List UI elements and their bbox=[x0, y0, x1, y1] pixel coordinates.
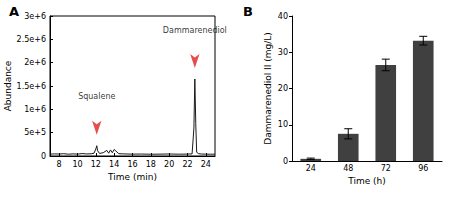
svg-text:14: 14 bbox=[109, 160, 119, 169]
svg-text:Time (min): Time (min) bbox=[107, 172, 157, 182]
svg-text:Time (h): Time (h) bbox=[347, 176, 386, 186]
svg-text:10: 10 bbox=[278, 120, 288, 129]
svg-text:2.5e+6: 2.5e+6 bbox=[17, 35, 46, 44]
svg-text:3e+6: 3e+6 bbox=[24, 12, 46, 21]
svg-text:Squalene: Squalene bbox=[78, 92, 115, 101]
svg-text:72: 72 bbox=[381, 164, 391, 173]
svg-text:24: 24 bbox=[201, 160, 211, 169]
svg-text:48: 48 bbox=[343, 164, 353, 173]
svg-text:Dammarenediol: Dammarenediol bbox=[163, 26, 227, 35]
svg-text:A: A bbox=[9, 4, 19, 19]
svg-text:24: 24 bbox=[306, 164, 316, 173]
svg-text:2e+6: 2e+6 bbox=[24, 58, 46, 67]
svg-text:10: 10 bbox=[72, 160, 82, 169]
svg-text:20: 20 bbox=[164, 160, 174, 169]
svg-text:40: 40 bbox=[278, 12, 288, 21]
svg-text:30: 30 bbox=[278, 48, 288, 57]
svg-text:22: 22 bbox=[182, 160, 192, 169]
svg-text:96: 96 bbox=[418, 164, 428, 173]
svg-text:16: 16 bbox=[127, 160, 137, 169]
svg-text:1.5e+6: 1.5e+6 bbox=[17, 82, 46, 91]
svg-text:18: 18 bbox=[146, 160, 156, 169]
svg-text:5e+5: 5e+5 bbox=[24, 128, 46, 137]
svg-text:B: B bbox=[243, 4, 253, 19]
svg-text:Dammarenediol II (mg/L): Dammarenediol II (mg/L) bbox=[263, 32, 273, 145]
svg-text:8: 8 bbox=[57, 160, 62, 169]
svg-text:20: 20 bbox=[278, 84, 288, 93]
svg-text:12: 12 bbox=[91, 160, 101, 169]
svg-text:1e+6: 1e+6 bbox=[24, 105, 46, 114]
svg-text:0: 0 bbox=[41, 152, 46, 161]
svg-text:Abundance: Abundance bbox=[3, 60, 13, 111]
svg-text:0: 0 bbox=[283, 157, 288, 166]
